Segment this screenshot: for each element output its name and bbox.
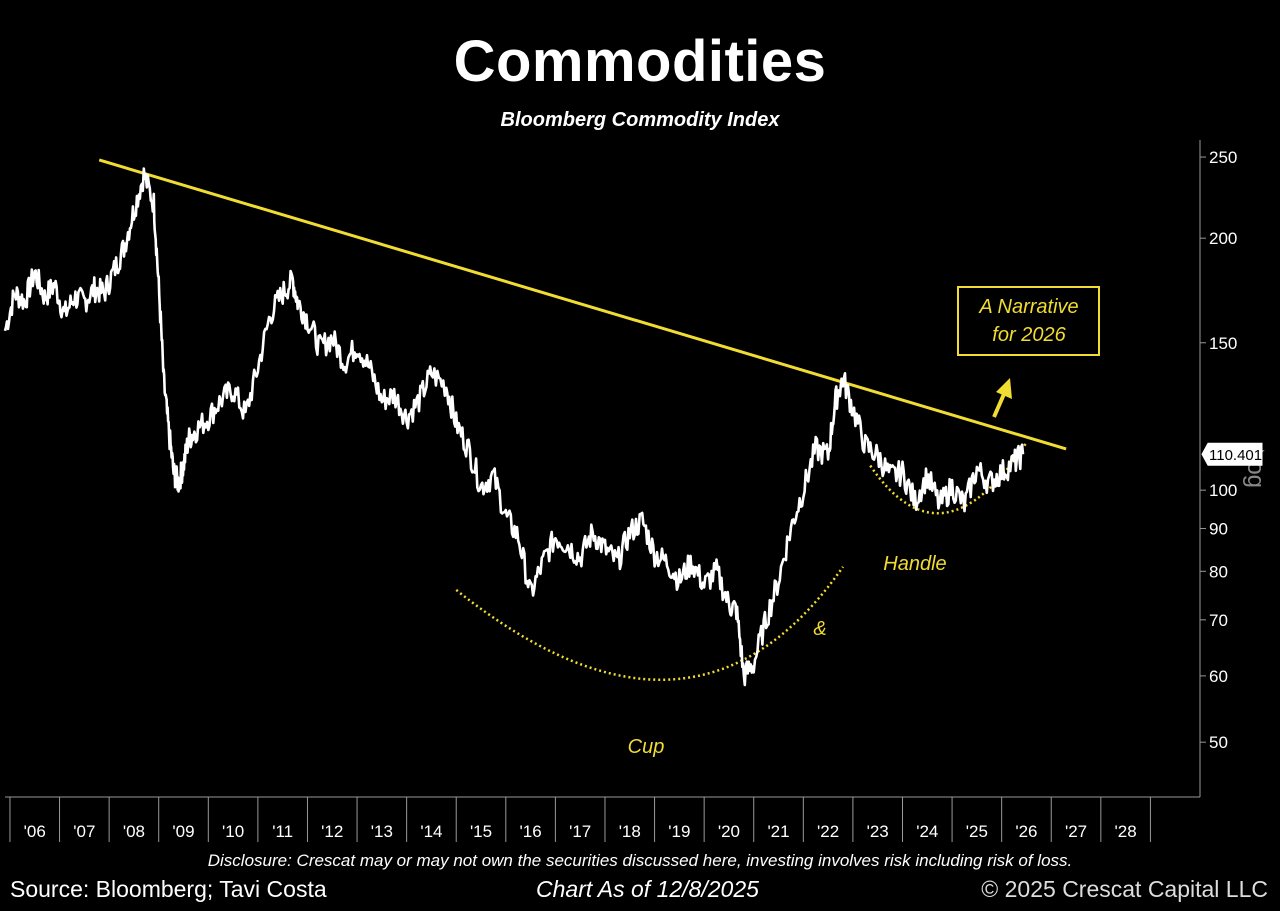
x-tick-label: '13 bbox=[371, 822, 393, 841]
copyright-text: © 2025 Crescat Capital LLC bbox=[981, 876, 1268, 902]
x-tick-label: '07 bbox=[73, 822, 95, 841]
x-tick-label: '24 bbox=[916, 822, 938, 841]
labels-layer: 110.4019 Cup & Handle A Narrative for 2026 bbox=[628, 286, 1270, 758]
x-tick-label: '12 bbox=[321, 822, 343, 841]
up-arrow-icon bbox=[992, 378, 1012, 418]
ampersand-label: & bbox=[813, 618, 826, 640]
y-tick-label: 70 bbox=[1209, 611, 1228, 630]
series-layer bbox=[3, 167, 1025, 687]
x-tick-label: '26 bbox=[1015, 822, 1037, 841]
annotations-layer bbox=[98, 158, 1067, 681]
x-tick-label: '20 bbox=[718, 822, 740, 841]
x-tick-label: '28 bbox=[1115, 822, 1137, 841]
narrative-box: A Narrative for 2026 bbox=[957, 286, 1100, 356]
x-tick-label: '11 bbox=[272, 822, 293, 841]
disclosure-text: Disclosure: Crescat may or may not own t… bbox=[207, 851, 1073, 870]
last-value-label: 110.4019 bbox=[1209, 447, 1270, 464]
x-tick-label: '23 bbox=[867, 822, 889, 841]
y-tick-label: 150 bbox=[1209, 334, 1237, 353]
x-tick-label: '17 bbox=[569, 822, 591, 841]
as-of-text: Chart As of 12/8/2025 bbox=[536, 876, 759, 902]
x-tick-label: '06 bbox=[24, 822, 46, 841]
x-tick-label: '27 bbox=[1065, 822, 1087, 841]
x-tick-label: '25 bbox=[966, 822, 988, 841]
x-axis: '06 '07 '08 '09 '10 '11 '12 '13 '14 '15 '16 '17 '18 '… bbox=[5, 796, 1200, 842]
narrative-line-1: A Narrative bbox=[978, 296, 1078, 318]
cup-arc bbox=[455, 566, 845, 681]
y-tick-label: 250 bbox=[1209, 148, 1237, 167]
last-value-bg bbox=[1201, 442, 1263, 466]
y-tick-label: 100 bbox=[1209, 481, 1237, 500]
up-arrow-shaft bbox=[992, 393, 1006, 418]
y-tick-label: 60 bbox=[1209, 667, 1228, 686]
x-tick-label: '19 bbox=[668, 822, 690, 841]
source-text: Source: Bloomberg; Tavi Costa bbox=[10, 876, 327, 902]
x-tick-label: '22 bbox=[817, 822, 839, 841]
up-arrow-head bbox=[996, 378, 1012, 399]
y-tick-label: 200 bbox=[1209, 229, 1237, 248]
x-tick-label: '09 bbox=[172, 822, 194, 841]
commodity-index-line bbox=[3, 167, 1025, 687]
x-tick-label: '21 bbox=[767, 822, 789, 841]
x-tick-label: '14 bbox=[420, 822, 442, 841]
narrative-line-2: for 2026 bbox=[992, 324, 1066, 346]
last-value-badge: 110.4019 bbox=[1201, 442, 1270, 466]
x-tick-label: '15 bbox=[470, 822, 492, 841]
y-tick-label: 50 bbox=[1209, 733, 1228, 752]
chart-title: Commodities bbox=[453, 29, 827, 94]
y-tick-label: 90 bbox=[1209, 519, 1228, 538]
cup-label: Cup bbox=[628, 736, 665, 758]
resistance-trendline bbox=[98, 158, 1067, 451]
y-tick-label: 80 bbox=[1209, 562, 1228, 581]
narrative-box-border bbox=[957, 286, 1100, 356]
x-tick-label: '10 bbox=[222, 822, 244, 841]
chart-subtitle: Bloomberg Commodity Index bbox=[500, 109, 780, 131]
x-tick-label: '16 bbox=[520, 822, 542, 841]
x-tick-label: '18 bbox=[619, 822, 641, 841]
x-tick-label: '08 bbox=[123, 822, 145, 841]
handle-label: Handle bbox=[883, 553, 946, 575]
